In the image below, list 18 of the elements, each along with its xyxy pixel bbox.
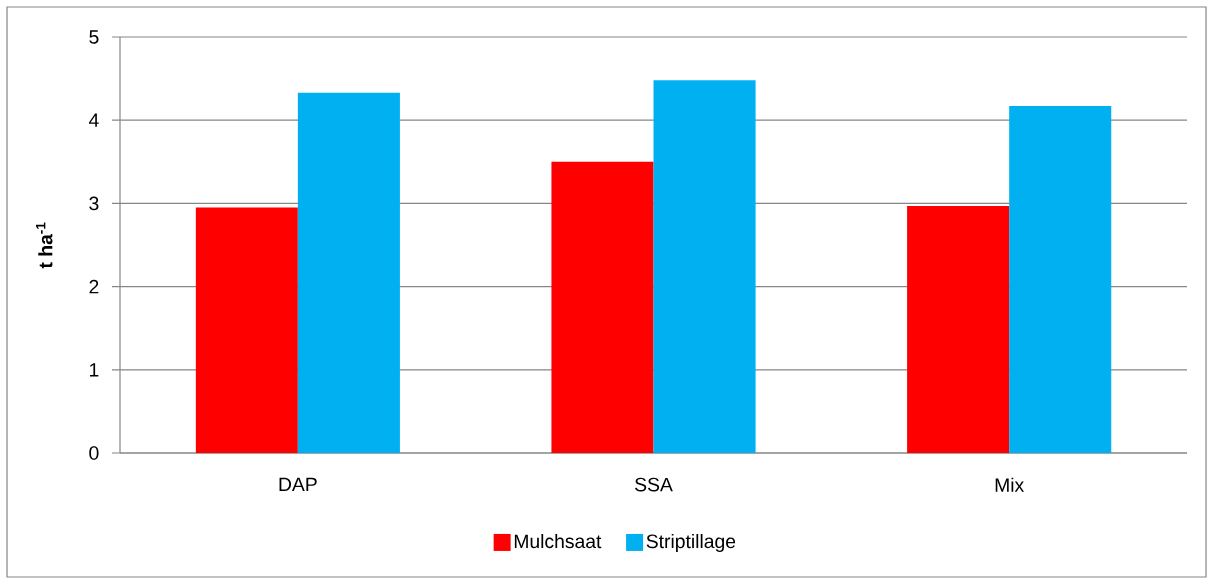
- y-tick-label: 1: [90, 363, 99, 377]
- y-tick-label: 0: [89, 446, 99, 460]
- legend-label: Mulchsaat: [514, 533, 602, 549]
- x-tick-label: DAP: [279, 477, 317, 492]
- bar: [653, 80, 756, 453]
- legend-label: Striptillage: [646, 533, 736, 553]
- bar: [907, 205, 1010, 453]
- y-tick-label: 3: [89, 196, 99, 211]
- y-tick-label: 5: [89, 30, 99, 44]
- bar: [1009, 106, 1112, 453]
- x-tick-label: Mix: [995, 477, 1025, 492]
- x-tick-label: SSA: [635, 477, 673, 492]
- y-axis-title: t ha$^{-1}$: [36, 222, 53, 269]
- y-tick-label: 4: [88, 113, 99, 127]
- bar: [195, 207, 298, 453]
- bar: [551, 161, 654, 453]
- bar: [297, 92, 400, 453]
- y-tick-label: 2: [89, 279, 99, 294]
